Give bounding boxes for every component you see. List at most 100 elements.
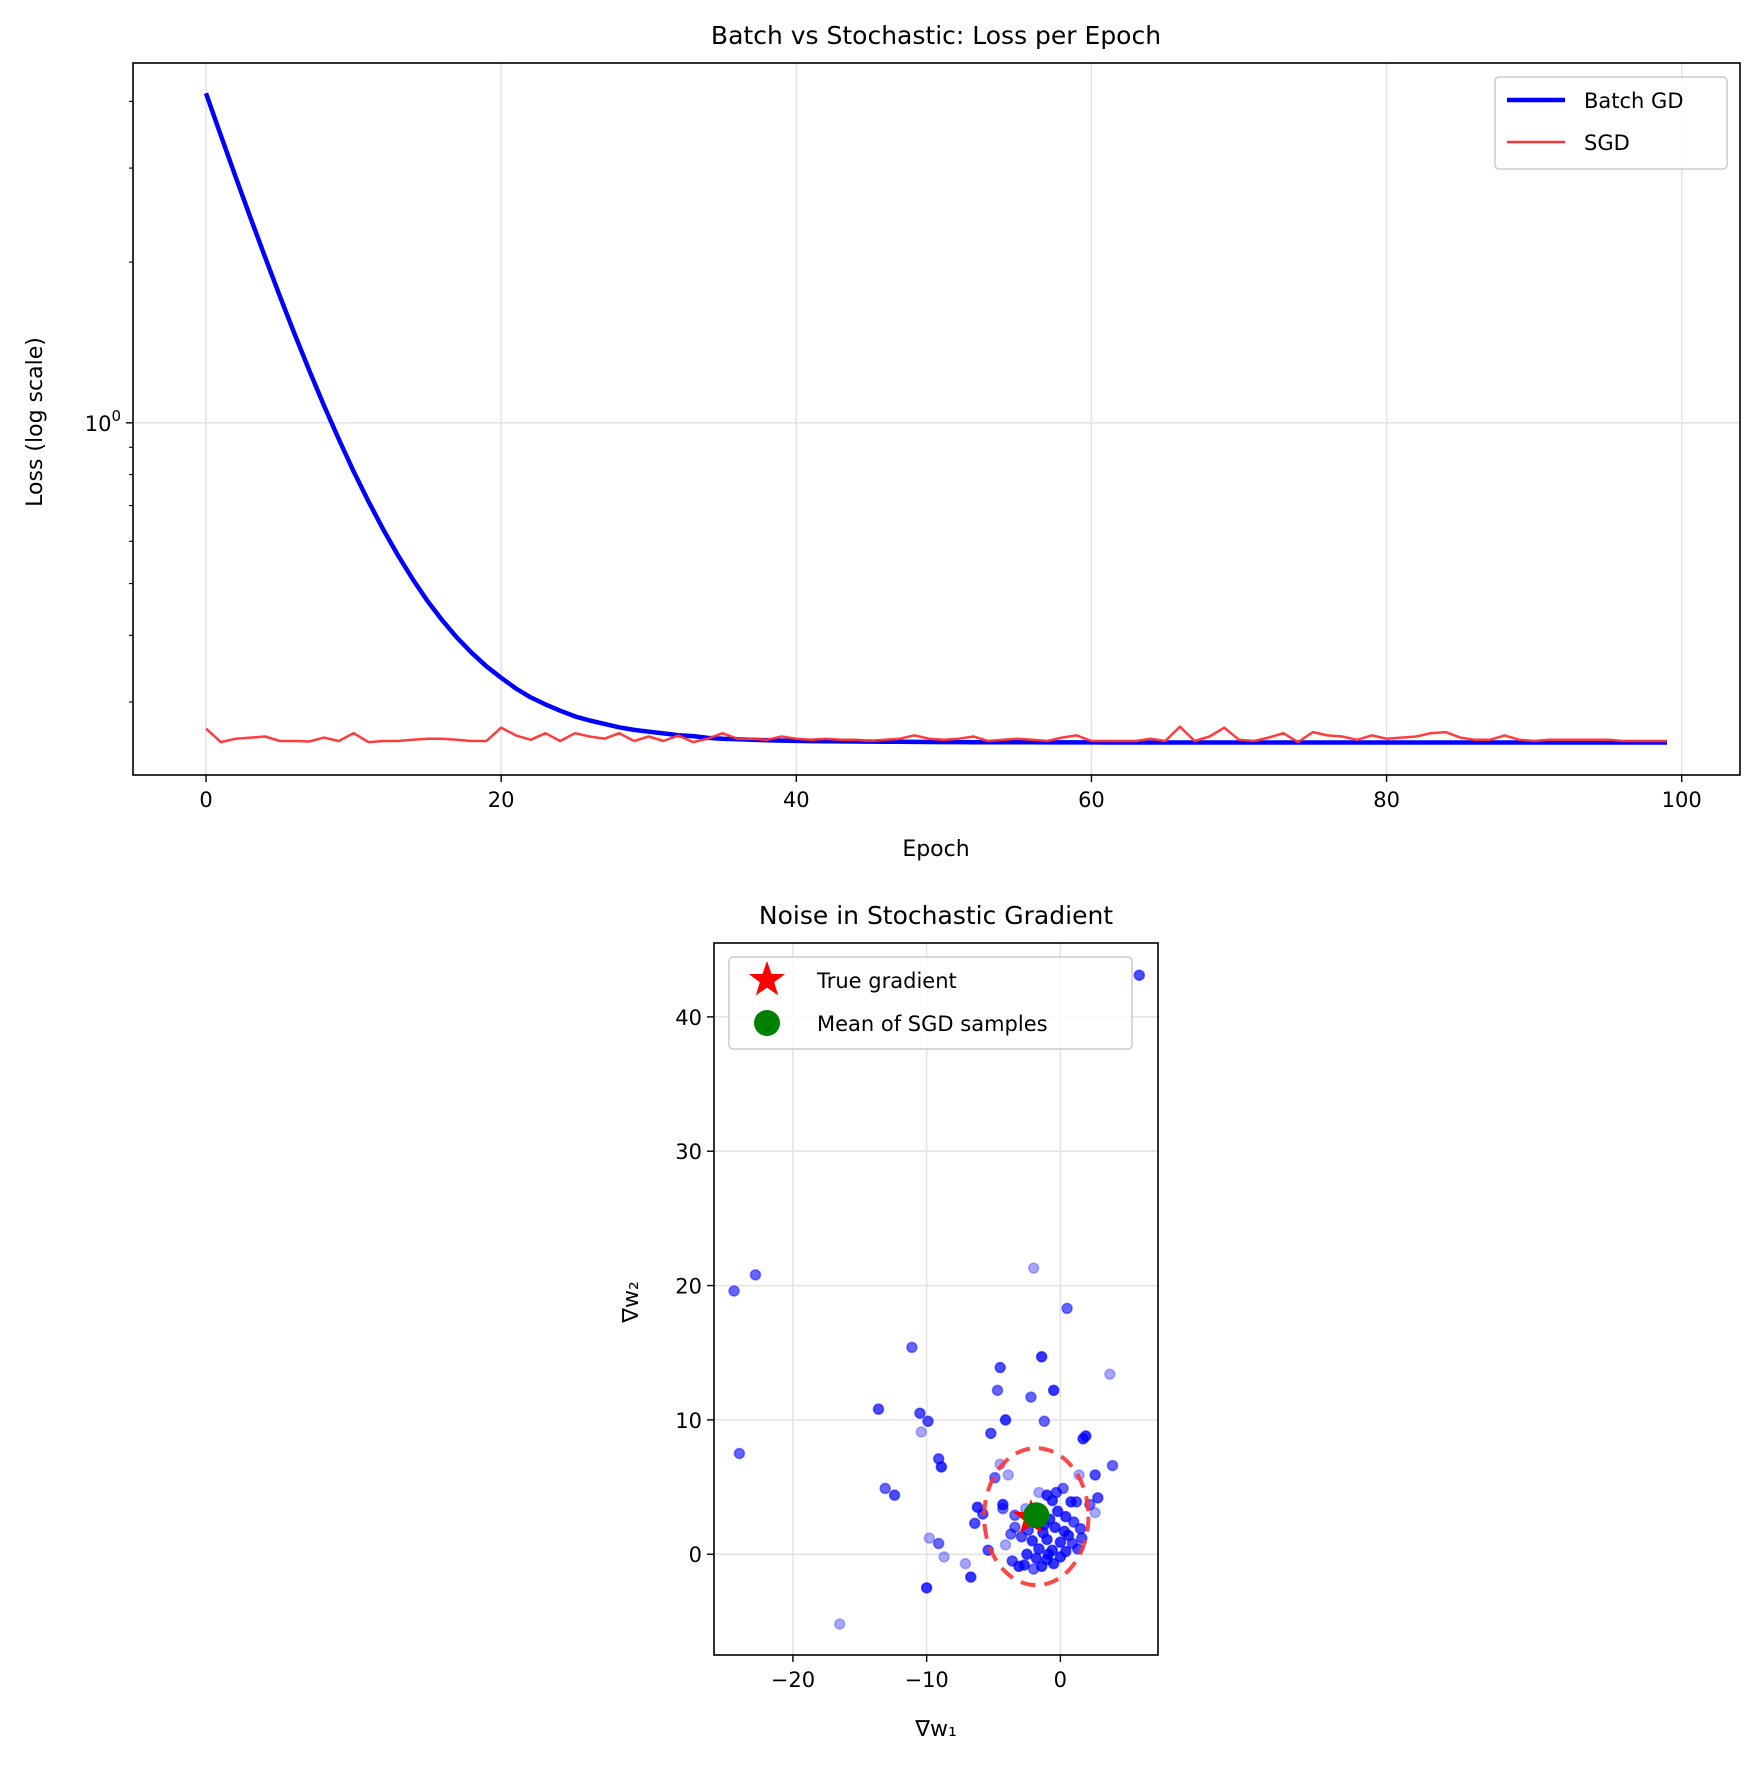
y-tick-label: 30 [675, 1140, 702, 1164]
sgd-sample-point [1104, 1368, 1116, 1380]
y-tick-label: 10 [675, 1409, 702, 1433]
sgd-sample-point [932, 1537, 945, 1550]
legend-label-sgd: SGD [1584, 131, 1630, 155]
sgd-sample-point [1089, 1469, 1101, 1481]
sgd-sample-point [994, 1361, 1006, 1374]
sgd-sample-point [1054, 1536, 1067, 1548]
sgd-sample-point [999, 1414, 1012, 1426]
x-tick-label: −20 [771, 1668, 815, 1692]
sgd-sample-point [991, 1384, 1004, 1397]
loss-y-axis-label: Loss (log scale) [23, 337, 48, 507]
scatter-legend-box [728, 956, 1133, 1050]
sgd-sample-point [1047, 1384, 1060, 1397]
sgd-sample-point [1018, 1559, 1031, 1571]
sgd-sample-point [888, 1489, 901, 1501]
sgd-sample-point [733, 1447, 746, 1460]
y-tick-label: 0 [689, 1543, 702, 1567]
legend-label-batch-gd: Batch GD [1584, 89, 1683, 113]
sgd-sample-point [1027, 1262, 1040, 1274]
legend-circle-icon [754, 1010, 780, 1036]
sgd-sample-point [728, 1285, 740, 1297]
sgd-sample-point [1027, 1563, 1040, 1575]
sgd-sample-point [1067, 1516, 1080, 1528]
sgd-sample-point [959, 1557, 972, 1570]
sgd-sample-point [1030, 1552, 1043, 1565]
x-tick-label: 100 [1662, 788, 1702, 812]
sgd-sample-point [997, 1502, 1009, 1515]
sgd-sample-point [749, 1269, 762, 1281]
sgd-sample-point [1074, 1522, 1087, 1535]
loss-grid [133, 63, 1740, 775]
sgd-sample-point [1054, 1551, 1067, 1563]
y-tick-label: 40 [675, 1006, 702, 1030]
loss-axis-ticks: 0 20 40 60 80 100 100 [85, 100, 1702, 812]
legend-label-sgd-mean: Mean of SGD samples [817, 1012, 1048, 1036]
legend-label-true-gradient: True gradient [816, 969, 957, 993]
sgd-sample-point [1070, 1496, 1083, 1508]
sgd-sample-point [1015, 1531, 1028, 1543]
x-tick-label: 40 [783, 788, 810, 812]
scatter-axis-ticks: −20 −10 0 0 10 20 30 40 [675, 1006, 1067, 1692]
sgd-sample-point [1049, 1521, 1061, 1534]
sgd-sample-point [922, 1415, 934, 1427]
loss-plot-area [203, 92, 1667, 745]
covariance-ellipse [982, 1446, 1091, 1588]
sgd-sample-point [920, 1582, 933, 1594]
sgd-sample-point [935, 1461, 948, 1473]
scatter-y-axis-label: ∇w₂ [619, 1281, 644, 1324]
sgd-sample-point [833, 1618, 846, 1630]
sgd-sample-point [1033, 1543, 1045, 1555]
sgd-sample-point [969, 1517, 981, 1530]
sgd-sample-point [1106, 1459, 1119, 1472]
scatter-legend: True gradient Mean of SGD samples [728, 956, 1133, 1050]
sgd-sample-point [1035, 1351, 1048, 1363]
x-tick-label: 0 [1054, 1668, 1067, 1692]
sgd-sample-point [1092, 1492, 1104, 1504]
sgd-sample-point [1006, 1555, 1018, 1567]
sgd-sample-point [1033, 1486, 1045, 1499]
sgd-sample-point [906, 1341, 918, 1354]
sgd-sample-point [1042, 1548, 1055, 1560]
sgd-sample-point [879, 1482, 891, 1495]
sgd-mean-marker [1023, 1502, 1050, 1529]
x-tick-label: 60 [1078, 788, 1105, 812]
sgd-sample-point [872, 1403, 885, 1415]
x-tick-label: 0 [199, 788, 212, 812]
sgd-sample-point [1062, 1529, 1075, 1542]
y-tick-label: 20 [675, 1275, 702, 1299]
sgd-sample-point [985, 1427, 997, 1440]
scatter-plot-area [728, 969, 1146, 1630]
sgd-sample-point [1051, 1505, 1064, 1518]
x-tick-label: −10 [904, 1668, 948, 1692]
loss-x-axis-label: Epoch [902, 837, 969, 862]
legend-star-icon [748, 961, 786, 996]
sgd-sample-point [1025, 1391, 1037, 1403]
loss-legend: Batch GD SGD [1494, 76, 1728, 170]
sgd-sample-point [1080, 1430, 1092, 1442]
sgd-sample-point [971, 1501, 984, 1513]
sgd-sample-point [1046, 1494, 1059, 1507]
sgd-sample-point [1057, 1482, 1069, 1495]
loss-chart-title: Batch vs Stochastic: Loss per Epoch [711, 21, 1161, 50]
sgd-sample-point [1002, 1469, 1014, 1481]
x-tick-label: 20 [488, 788, 515, 812]
sgd-sample-point [1041, 1533, 1053, 1546]
sgd-sample-point [914, 1407, 926, 1419]
scatter-x-axis-label: ∇w₁ [914, 1717, 957, 1742]
sgd-sample-point [1005, 1528, 1017, 1540]
sgd-sample-point [1021, 1548, 1033, 1560]
sgd-sample-point [923, 1532, 936, 1544]
scatter-chart-title: Noise in Stochastic Gradient [759, 901, 1113, 930]
sgd-sample-point [999, 1539, 1012, 1551]
scatter-axes-frame [713, 942, 1159, 1656]
loss-axes-frame [132, 62, 1741, 776]
x-tick-label: 80 [1373, 788, 1400, 812]
sgd-sample-point [1133, 969, 1146, 981]
sgd-sample-point [1047, 1557, 1060, 1570]
sgd-sample-point [965, 1571, 977, 1583]
y-tick-label: 100 [85, 407, 121, 436]
sgd-sample-point [938, 1551, 950, 1563]
sgd-line [205, 725, 1667, 744]
sgd-sample-point [1061, 1302, 1073, 1315]
